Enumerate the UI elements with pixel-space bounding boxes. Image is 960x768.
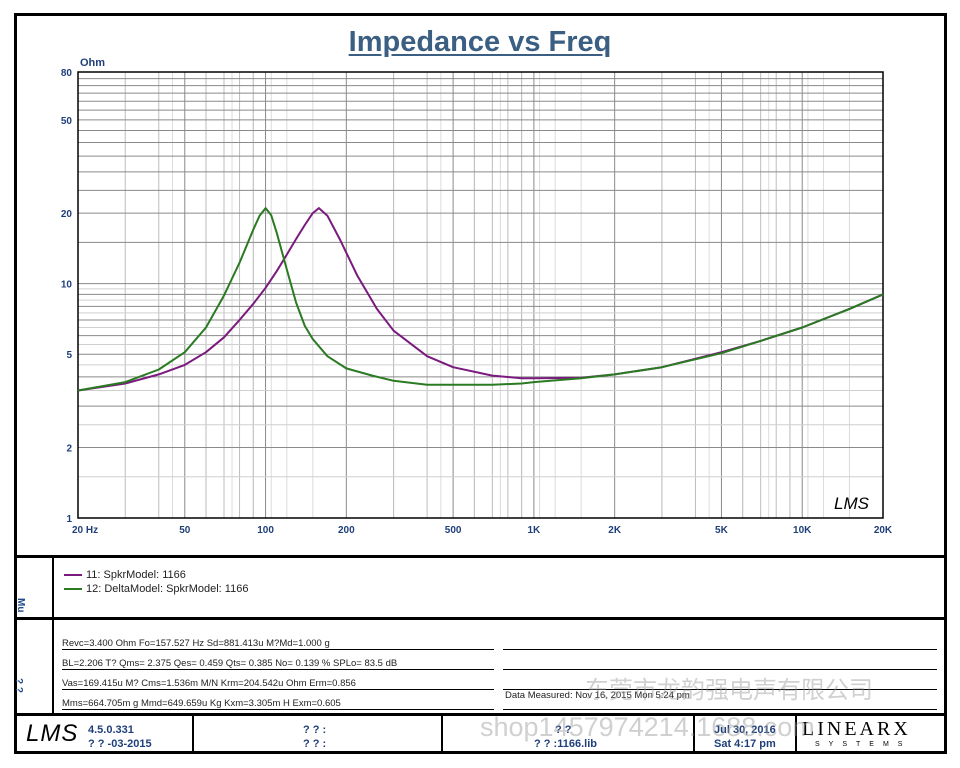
divider — [52, 558, 54, 714]
divider — [14, 617, 947, 620]
legend-panel-side-label: Mu — [15, 598, 26, 613]
x-tick-label: 200 — [338, 525, 355, 536]
legend-item: 12: DeltaModel: SpkrModel: 1166 — [64, 582, 248, 596]
brand-subtitle: SYSTEMS — [815, 741, 912, 748]
x-tick-label: 500 — [445, 525, 462, 536]
divider — [795, 716, 797, 754]
legend-swatch — [64, 588, 82, 590]
tick-labels: 20 Hz 50 100 200 500 1K 2K 5K 10K 20K 1 2 5 10 20 50 80 — [61, 68, 893, 536]
params-panel-side-label: ? ? — [13, 678, 24, 693]
parameters-list: Revc=3.400 Ohm Fo=157.527 Hz Sd=881.413u… — [62, 630, 494, 710]
y-tick-label: 80 — [61, 68, 73, 79]
y-tick-label: 2 — [66, 443, 72, 454]
x-tick-label: 20 Hz — [72, 525, 98, 536]
footer-field-1: ? ? : — [303, 724, 327, 736]
watermark-company: 东莞市龙韵强电声有限公司 — [585, 677, 873, 704]
y-tick-label: 10 — [61, 280, 73, 291]
x-tick-label: 2K — [608, 525, 622, 536]
param-line: BL=2.206 T? Qms= 2.375 Qes= 0.459 Qts= 0… — [62, 650, 494, 670]
data-measured: Data Measured: Nov 16, 2015 Mon 5:24 pm — [505, 690, 690, 701]
note-line — [503, 670, 937, 690]
legend-swatch — [64, 574, 82, 576]
report-time: Sat 4:17 pm — [714, 738, 776, 750]
y-tick-label: 5 — [66, 350, 72, 361]
plot-border — [77, 71, 884, 519]
library-field: ? ? — [555, 724, 572, 736]
version-date: ? ? -03-2015 — [88, 738, 152, 750]
notes-lines — [503, 630, 937, 710]
footer-logo: LMS — [26, 720, 79, 747]
note-line — [503, 650, 937, 670]
y-tick-label: 50 — [61, 116, 73, 127]
chart-logo: LMS — [834, 494, 870, 513]
x-tick-label: 100 — [257, 525, 274, 536]
watermark-shop-url: shop1457974214.1688.com — [480, 712, 815, 742]
series-group — [77, 207, 884, 392]
divider — [693, 716, 695, 754]
x-tick-label: 20K — [874, 525, 893, 536]
y-tick-label: 1 — [66, 514, 72, 525]
library-file: ? ? :1166.lib — [534, 738, 597, 750]
report-frame — [14, 13, 947, 754]
divider — [14, 555, 947, 558]
grid — [78, 72, 883, 518]
x-tick-label: 5K — [715, 525, 729, 536]
version: 4.5.0.331 — [88, 724, 134, 736]
y-tick-label: 20 — [61, 209, 73, 220]
param-line: Mms=664.705m g Mmd=649.659u Kg Kxm=3.305… — [62, 690, 494, 710]
legend-item: 11: SpkrModel: 1166 — [64, 568, 248, 582]
param-line: Vas=169.415u M? Cms=1.536m M/N Krm=204.5… — [62, 670, 494, 690]
legend: 11: SpkrModel: 1166 12: DeltaModel: Spkr… — [64, 568, 248, 596]
x-tick-label: 10K — [793, 525, 812, 536]
divider — [192, 716, 194, 754]
param-line: Revc=3.400 Ohm Fo=157.527 Hz Sd=881.413u… — [62, 630, 494, 650]
divider — [441, 716, 443, 754]
footer-field-2: ? ? : — [303, 738, 327, 750]
impedance-chart: 20 Hz 50 100 200 500 1K 2K 5K 10K 20K12510205080 … — [61, 57, 893, 536]
note-line — [503, 690, 937, 710]
divider — [14, 713, 947, 716]
x-tick-label: 1K — [527, 525, 541, 536]
report-date: Jul 30, 2016 — [714, 724, 776, 736]
y-axis-label: Ohm — [80, 57, 105, 69]
brand-logo: LINEARX — [802, 718, 911, 740]
legend-label: 12: DeltaModel: SpkrModel: 1166 — [86, 583, 249, 595]
note-line — [503, 630, 937, 650]
x-tick-label: 50 — [179, 525, 191, 536]
chart-title: Impedance vs Freq — [348, 26, 612, 58]
legend-label: 11: SpkrModel: 1166 — [86, 569, 186, 581]
series-line-1 — [77, 207, 884, 392]
series-line-2 — [77, 207, 884, 392]
